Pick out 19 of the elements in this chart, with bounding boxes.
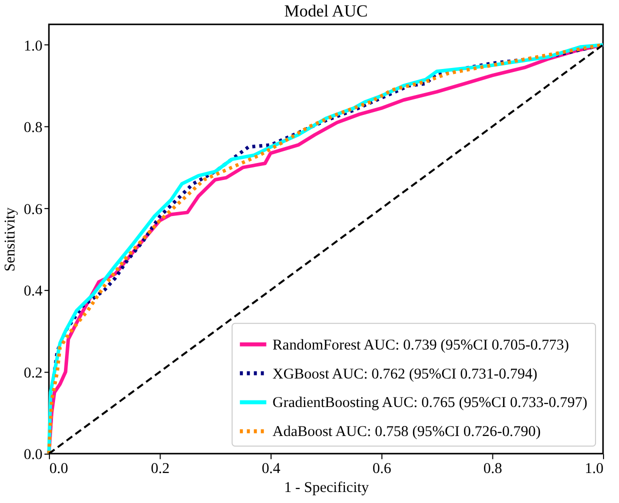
legend-label: AdaBoost AUC: 0.758 (95%CI 0.726-0.790) xyxy=(272,424,541,440)
y-tick-label: 0.0 xyxy=(24,447,42,464)
legend-label: RandomForest AUC: 0.739 (95%CI 0.705-0.773) xyxy=(272,337,570,354)
x-tick-label: 0.0 xyxy=(49,461,68,478)
y-tick-label: 0.2 xyxy=(24,365,42,382)
x-tick-label: 0.4 xyxy=(262,461,281,478)
legend-label: XGBoost AUC: 0.762 (95%CI 0.731-0.794) xyxy=(272,366,538,382)
chart-title: Model AUC xyxy=(284,1,368,20)
y-tick-label: 0.6 xyxy=(24,202,43,218)
x-axis-title: 1 - Specificity xyxy=(284,480,370,496)
x-tick-label: 0.8 xyxy=(483,461,502,478)
y-tick-label: 0.8 xyxy=(24,120,42,136)
x-tick-label: 0.6 xyxy=(372,461,392,478)
x-tick-label: 0.2 xyxy=(150,461,170,478)
legend-label: GradientBoosting AUC: 0.765 (95%CI 0.733-0.797) xyxy=(272,395,588,412)
x-tick-label: 1.0 xyxy=(584,461,604,478)
y-tick-label: 0.4 xyxy=(24,284,43,300)
y-tick-label: 1.0 xyxy=(24,38,42,54)
y-axis-title: Sensitivity xyxy=(2,206,19,272)
